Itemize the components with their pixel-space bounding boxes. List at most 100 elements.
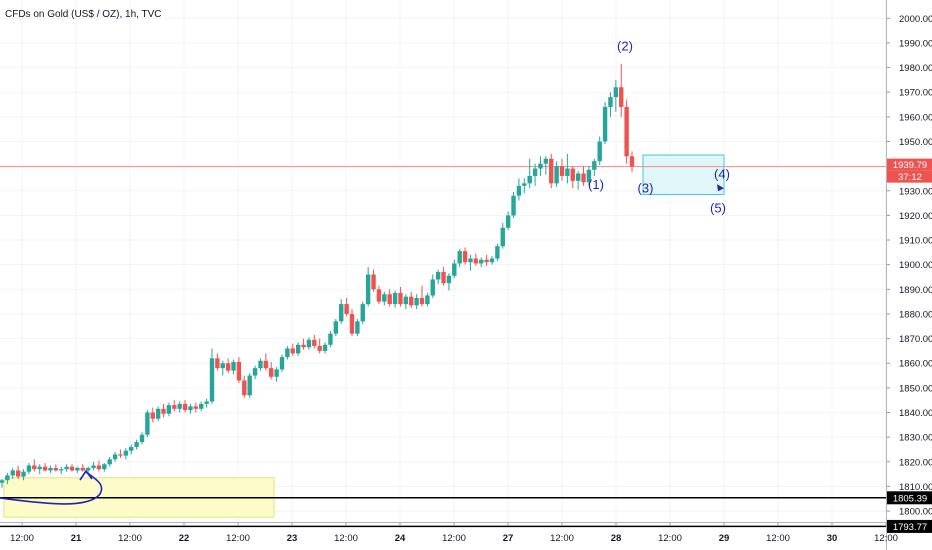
level-tag [887, 519, 932, 533]
candle-up [425, 295, 430, 305]
candle-down [312, 339, 317, 346]
candle-down [570, 168, 575, 181]
price-tick-label: 1990.00 [899, 38, 932, 49]
current-price-tag [887, 158, 932, 171]
candle-up [64, 466, 69, 470]
candle-up [328, 333, 333, 345]
candle-up [258, 360, 263, 369]
price-tick-label: 1900.00 [899, 260, 932, 271]
candle-down [371, 274, 376, 290]
candle-down [161, 408, 166, 414]
candle-up [479, 259, 484, 264]
candle-up [285, 348, 290, 358]
candle-up [565, 168, 570, 176]
wave-annotation: (1) (2) (3) (4) (5) [0, 39, 730, 505]
candle-up [511, 195, 516, 216]
candle-down [419, 297, 425, 305]
price-tick-label: 1800.00 [899, 507, 932, 518]
candle-up [532, 168, 538, 176]
candle-up [452, 263, 457, 276]
candle-up [608, 97, 613, 107]
candle-down [409, 296, 414, 306]
candle-up [602, 106, 608, 142]
candle-up [166, 405, 172, 414]
time-tick-label: 22 [179, 533, 190, 544]
candle-up [355, 321, 360, 334]
time-tick-label: 12:00 [874, 533, 898, 544]
candle-up [365, 274, 371, 305]
candle-down [15, 470, 21, 477]
candle-up [500, 227, 505, 247]
candle-up [177, 403, 182, 409]
candle-up [139, 434, 145, 443]
candle-up [279, 357, 285, 370]
candle-up [209, 358, 215, 402]
candle-up [339, 304, 344, 322]
candle-down [269, 368, 274, 377]
candle-up [392, 293, 398, 305]
time-tick-label: 12:00 [658, 533, 682, 544]
candle-up [554, 166, 559, 184]
wave-label-1: (1) [588, 177, 604, 192]
consolidation-zone [642, 154, 725, 195]
price-tick-label: 1860.00 [899, 359, 932, 370]
candle-down [441, 272, 446, 284]
level-tag-value: 1805.39 [893, 493, 927, 504]
wave-label-5: (5) [710, 200, 726, 215]
grid [0, 0, 887, 522]
candle-down [172, 405, 177, 409]
candle-down [32, 465, 37, 470]
candle-down [484, 259, 489, 263]
candle-up [575, 173, 581, 181]
candle-up [75, 467, 80, 471]
candle-down [193, 406, 199, 409]
time-tick-label: 12:00 [442, 533, 466, 544]
candle-up [613, 87, 619, 98]
candle-up [468, 258, 473, 263]
candle-up [306, 339, 312, 348]
candle-up [527, 175, 532, 184]
candle-down [96, 465, 102, 470]
price-tick-label: 1830.00 [899, 433, 932, 444]
candle-down [387, 294, 392, 305]
candle-up [107, 459, 112, 465]
chart-title: CFDs on Gold (US$ / OZ), 1h, TVC [5, 9, 162, 20]
candle-down [473, 258, 479, 264]
candle-up [538, 163, 543, 169]
candle-up [360, 304, 365, 322]
candle-up [457, 251, 462, 264]
price-tick-label: 1850.00 [899, 383, 932, 394]
candle-up [322, 344, 328, 351]
candle-down [150, 412, 155, 419]
candle-up [403, 296, 409, 305]
candle-up [123, 450, 129, 456]
candle-up [382, 294, 387, 302]
candle-down [69, 466, 75, 471]
candle-down [80, 467, 85, 471]
current-price-value: 1939.79 [893, 160, 927, 171]
candle-down [242, 380, 247, 396]
time-tick-label: 12:00 [334, 533, 358, 544]
price-tick-label: 1920.00 [899, 211, 932, 222]
wave-label-4: (4) [714, 166, 730, 181]
candle-down [349, 313, 355, 334]
candle-down [215, 358, 220, 369]
candle-down [236, 362, 242, 381]
candle-up [220, 363, 225, 369]
candle-up [10, 470, 15, 476]
price-tick-label: 1810.00 [899, 482, 932, 493]
support-curve-arrow [79, 469, 93, 481]
candle-up [37, 466, 42, 470]
candle-down [398, 293, 403, 305]
candle-up [155, 408, 161, 419]
candle-down [549, 158, 554, 184]
candle-up [188, 406, 193, 411]
price-tick-label: 1840.00 [899, 408, 932, 419]
price-tick-label: 2000.00 [899, 14, 932, 25]
countdown-tag [887, 170, 932, 183]
candle-up [592, 161, 597, 170]
candle-up [145, 412, 150, 435]
candle-up [0, 480, 5, 483]
